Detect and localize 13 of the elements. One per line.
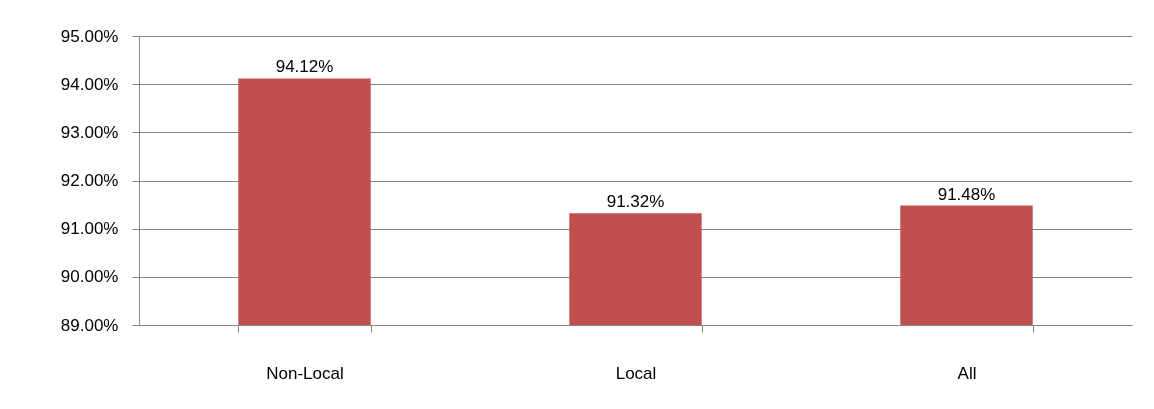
x-tick-label: Local	[615, 363, 657, 383]
y-tick-label: 93.00%	[60, 122, 119, 142]
y-tick-label: 91.00%	[60, 219, 119, 239]
x-tick-label: All	[957, 363, 977, 383]
y-tick-label: 89.00%	[60, 315, 119, 335]
y-tick-label: 95.00%	[60, 26, 119, 46]
data-label: 91.32%	[606, 192, 665, 212]
x-tick-label: Non-Local	[266, 363, 344, 383]
y-tick-label: 94.00%	[60, 74, 119, 94]
data-label: 91.48%	[937, 184, 996, 204]
y-tick-label: 90.00%	[60, 267, 119, 287]
y-tick-label: 92.00%	[60, 171, 119, 190]
data-label: 94.12%	[275, 57, 334, 77]
